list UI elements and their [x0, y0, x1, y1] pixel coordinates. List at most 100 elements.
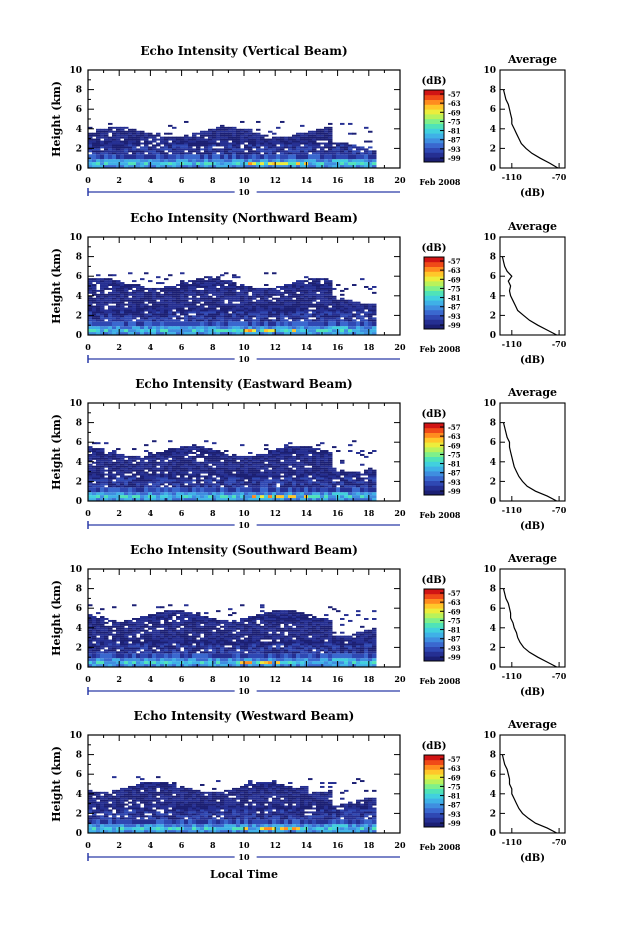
- heatmap-cell: [284, 150, 289, 152]
- heatmap-cell: [260, 466, 265, 468]
- heatmap-cell: [336, 658, 341, 661]
- heatmap-cell: [172, 487, 177, 492]
- heatmap-cell: [244, 131, 249, 133]
- heatmap-cell: [208, 483, 213, 485]
- heatmap-cell: [272, 462, 277, 464]
- heatmap-cell: [240, 462, 245, 464]
- heatmap-cell: [128, 479, 133, 481]
- heatmap-cell: [248, 477, 253, 479]
- heatmap-cell: [172, 661, 177, 664]
- heatmap-cell: [172, 479, 177, 481]
- heatmap-cell: [256, 310, 261, 312]
- heatmap-cell: [208, 326, 213, 329]
- heatmap-cell: [132, 133, 137, 135]
- heatmap-cell: [356, 152, 361, 154]
- heatmap-cell: [228, 481, 233, 483]
- heatmap-cell: [128, 483, 133, 485]
- heatmap-cell: [304, 456, 309, 458]
- heatmap-cell: [320, 146, 325, 148]
- heatmap-cell: [296, 448, 301, 450]
- heatmap-cell: [136, 294, 141, 296]
- heatmap-cell: [180, 477, 185, 479]
- heatmap-cell: [100, 464, 105, 466]
- heatmap-cell: [164, 468, 169, 470]
- heatmap-cell: [112, 302, 117, 304]
- heatmap-cell: [136, 311, 141, 313]
- heatmap-cell: [148, 308, 153, 310]
- heatmap-cell: [160, 148, 165, 150]
- heatmap-cell: [128, 464, 133, 466]
- heatmap-cell: [300, 483, 305, 485]
- heatmap-cell: [284, 308, 289, 310]
- heatmap-cell: [164, 321, 169, 326]
- heatmap-cell: [240, 458, 245, 460]
- heatmap-cell: [236, 150, 241, 152]
- heatmap-cell: [140, 479, 145, 481]
- heatmap-cell: [280, 468, 285, 470]
- heatmap-cell: [88, 298, 93, 300]
- heatmap-cell: [332, 487, 337, 492]
- heatmap-cell: [328, 280, 333, 282]
- heatmap-cell: [140, 278, 145, 280]
- heatmap-cell: [232, 150, 237, 152]
- heatmap-cell: [232, 146, 237, 148]
- colorbar-tick-label: -99: [448, 154, 461, 163]
- heatmap-cell: [204, 280, 209, 282]
- heatmap-cell: [164, 317, 169, 319]
- heatmap-cell: [344, 485, 349, 487]
- heatmap-cell: [216, 317, 221, 319]
- heatmap-cell: [104, 133, 109, 135]
- heatmap-cell: [264, 143, 269, 145]
- heatmap-cell: [252, 476, 257, 478]
- heatmap-cell: [212, 313, 217, 315]
- heatmap-cell: [188, 470, 193, 472]
- heatmap-cell: [124, 148, 129, 150]
- heatmap-cell: [316, 649, 321, 651]
- heatmap-cell: [192, 302, 197, 304]
- heatmap-cell: [244, 476, 249, 478]
- heatmap-cell: [296, 148, 301, 150]
- heatmap-cell: [164, 464, 169, 466]
- heatmap-cell: [264, 317, 269, 319]
- heatmap-cell: [332, 162, 337, 165]
- heatmap-cell: [324, 495, 329, 498]
- heatmap-cell: [368, 326, 373, 329]
- heatmap-cell: [204, 462, 209, 464]
- heatmap-cell: [328, 300, 333, 302]
- heatmap-cell: [136, 479, 141, 481]
- heatmap-cell: [116, 150, 121, 152]
- heatmap-cell: [92, 658, 97, 661]
- heatmap-cell: [280, 647, 285, 649]
- heatmap-cell: [276, 311, 281, 313]
- heatmap-cell: [168, 144, 173, 146]
- heatmap-cell: [308, 306, 313, 308]
- heatmap-cell: [348, 162, 353, 165]
- heatmap-cell: [364, 481, 369, 483]
- heatmap-cell: [216, 129, 221, 131]
- heatmap-cell: [276, 450, 281, 452]
- heatmap-cell: [200, 647, 205, 649]
- heatmap-cell: [156, 658, 161, 661]
- heatmap-cell: [160, 472, 165, 474]
- heatmap-cell: [332, 492, 337, 495]
- heatmap-cell: [96, 477, 101, 479]
- heatmap-cell: [148, 658, 153, 661]
- heatmap-cell: [268, 483, 273, 485]
- heatmap-cell: [220, 131, 225, 133]
- heatmap-cell: [212, 464, 217, 466]
- heatmap-cell: [240, 150, 245, 152]
- heatmap-cell: [312, 485, 317, 487]
- heatmap-cell: [124, 464, 129, 466]
- heatmap-cell: [152, 479, 157, 481]
- heatmap-cell: [200, 308, 205, 310]
- heatmap-cell: [172, 458, 177, 460]
- heatmap-cell: [264, 139, 269, 141]
- heatmap-cell: [164, 313, 169, 315]
- heatmap-cell: [284, 464, 289, 466]
- heatmap-cell: [236, 294, 241, 296]
- heatmap-cell: [216, 483, 221, 485]
- heatmap-cell: [144, 485, 149, 487]
- heatmap-cell: [104, 135, 109, 137]
- heatmap-cell: [184, 286, 189, 288]
- heatmap-cell: [188, 462, 193, 464]
